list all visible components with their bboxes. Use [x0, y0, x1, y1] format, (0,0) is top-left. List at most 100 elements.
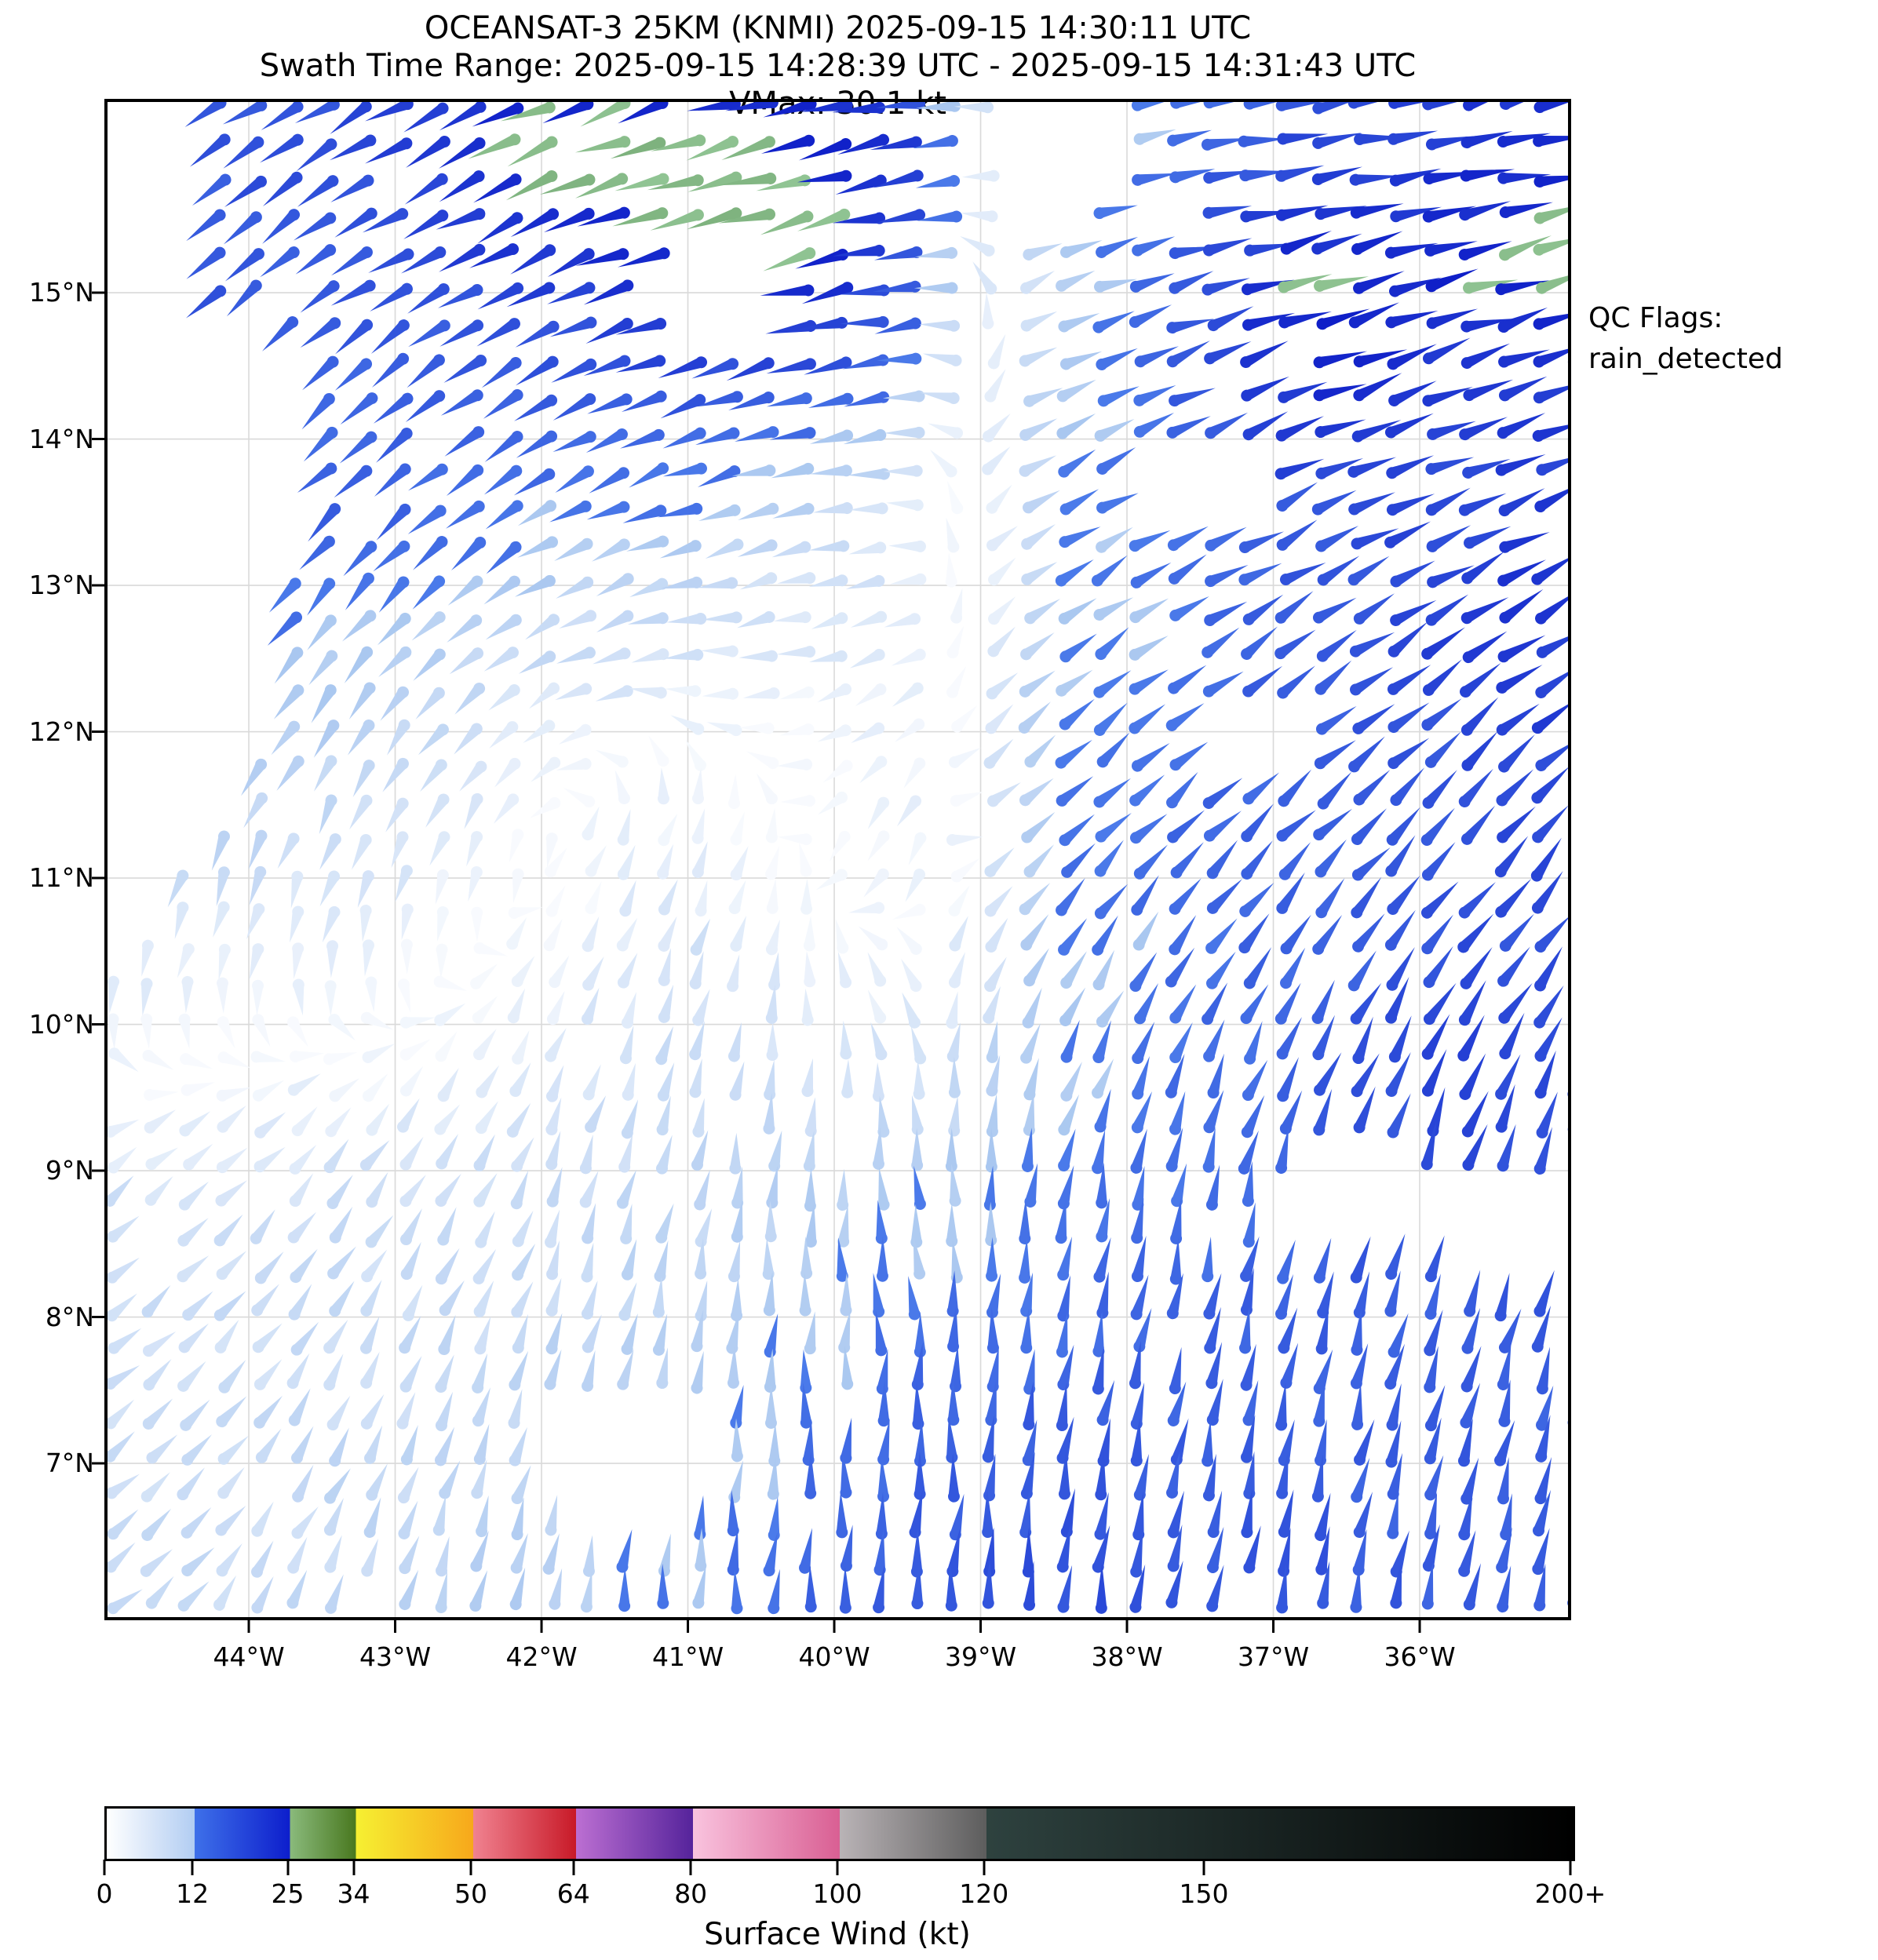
wind-arrow: [728, 1460, 743, 1503]
wind-arrow: [695, 1237, 707, 1280]
wind-arrow: [1275, 165, 1325, 182]
wind-arrow: [382, 757, 409, 792]
wind-arrow: [1096, 348, 1138, 370]
wind-arrow: [262, 171, 303, 206]
wind-arrow: [1573, 485, 1593, 514]
wind-arrow: [403, 102, 449, 133]
wind-arrow: [687, 100, 741, 111]
wind-arrow: [1458, 768, 1493, 807]
wind-arrow: [1350, 1565, 1362, 1613]
wind-arrow: [1312, 597, 1357, 624]
wind-arrow: [1058, 1451, 1070, 1500]
wind-arrow: [1496, 769, 1534, 807]
wind-arrow: [1498, 1308, 1522, 1353]
wind-arrow: [145, 1147, 178, 1171]
wind-arrow: [612, 207, 669, 227]
wind-arrow: [517, 500, 557, 526]
wind-arrow: [1570, 874, 1593, 913]
wind-arrow: [804, 1565, 817, 1613]
wind-arrow: [1094, 279, 1137, 293]
wind-arrow: [1425, 594, 1469, 626]
wind-arrow: [144, 1109, 177, 1134]
wind-arrow: [766, 392, 812, 407]
x-tick-label: 40°W: [798, 1641, 870, 1672]
wind-arrow: [439, 170, 485, 202]
wind-arrow: [376, 428, 413, 463]
wind-arrow: [512, 868, 524, 904]
wind-arrow: [843, 428, 887, 445]
wind-arrow: [986, 782, 1021, 807]
wind-arrow: [1385, 1233, 1406, 1281]
wind-arrow: [475, 1101, 498, 1135]
wind-arrow: [1240, 1415, 1256, 1463]
wind-arrow: [945, 552, 957, 588]
wind-arrow: [727, 1240, 741, 1283]
wind-arrow: [595, 749, 629, 768]
wind-arrow: [1388, 702, 1430, 734]
wind-arrow: [302, 355, 339, 391]
wind-arrow: [1531, 871, 1563, 914]
wind-arrow: [108, 1047, 139, 1073]
wind-arrow: [1019, 670, 1056, 698]
wind-arrow: [1313, 1380, 1326, 1427]
wind-arrow: [180, 1053, 213, 1069]
wind-arrow: [408, 463, 448, 491]
wind-arrow: [1420, 1120, 1437, 1171]
wind-arrow: [1421, 698, 1462, 731]
wind-arrow: [473, 942, 508, 956]
wind-arrow: [617, 844, 636, 880]
wind-arrow: [657, 843, 674, 880]
wind-arrow: [359, 1316, 380, 1354]
wind-arrow: [516, 355, 559, 386]
wind-arrow: [454, 683, 486, 715]
wind-arrow: [985, 704, 1014, 734]
wind-arrow: [182, 1291, 213, 1321]
wind-arrow: [1496, 1527, 1512, 1573]
wind-arrow: [1243, 100, 1282, 110]
wind-arrow: [849, 502, 888, 515]
wind-arrow: [1315, 458, 1364, 479]
wind-arrow: [896, 795, 922, 827]
wind-arrow: [374, 463, 411, 497]
wind-arrow: [1058, 918, 1088, 956]
wind-arrow: [1244, 1021, 1263, 1065]
wind-arrow: [297, 462, 337, 493]
wind-arrow: [217, 1435, 249, 1465]
wind-arrow: [262, 316, 299, 352]
wind-arrow: [289, 1051, 325, 1063]
qc-flags-legend: QC Flags: rain_detected: [1588, 298, 1783, 380]
wind-arrow: [930, 450, 957, 478]
wind-arrow: [1353, 373, 1402, 402]
wind-arrow: [1274, 591, 1314, 624]
wind-arrow: [765, 1385, 777, 1430]
wind-arrow: [895, 718, 925, 742]
wind-arrow: [622, 1062, 636, 1101]
wind-arrow: [1353, 1271, 1370, 1319]
wind-arrow: [471, 1459, 487, 1499]
wind-arrow: [1314, 276, 1369, 292]
title-block: OCEANSAT-3 25KM (KNMI) 2025-09-15 14:30:…: [106, 9, 1570, 122]
wind-arrow: [508, 906, 543, 919]
wind-arrow: [1203, 238, 1253, 257]
wind-arrow: [1572, 661, 1593, 694]
wind-arrow: [348, 682, 376, 720]
wind-arrow: [892, 903, 926, 920]
wind-arrow: [313, 720, 340, 758]
wind-arrow: [1386, 1383, 1402, 1431]
wind-arrow: [144, 1176, 173, 1206]
wind-arrow: [622, 505, 667, 523]
wind-arrow: [1203, 811, 1242, 842]
wind-arrow: [618, 1567, 631, 1612]
wind-arrow: [1457, 1418, 1473, 1467]
wind-arrow: [253, 1395, 283, 1429]
wind-arrow: [1023, 1092, 1035, 1136]
wind-arrow: [913, 282, 958, 294]
wind-arrow: [217, 1016, 235, 1049]
wind-arrow: [984, 847, 1015, 877]
wind-arrow: [1497, 1124, 1516, 1172]
wind-arrow: [216, 1543, 242, 1577]
wind-arrow: [370, 319, 410, 354]
wind-arrow: [1531, 703, 1570, 734]
wind-arrow: [840, 315, 889, 328]
wind-arrow: [178, 1181, 209, 1211]
